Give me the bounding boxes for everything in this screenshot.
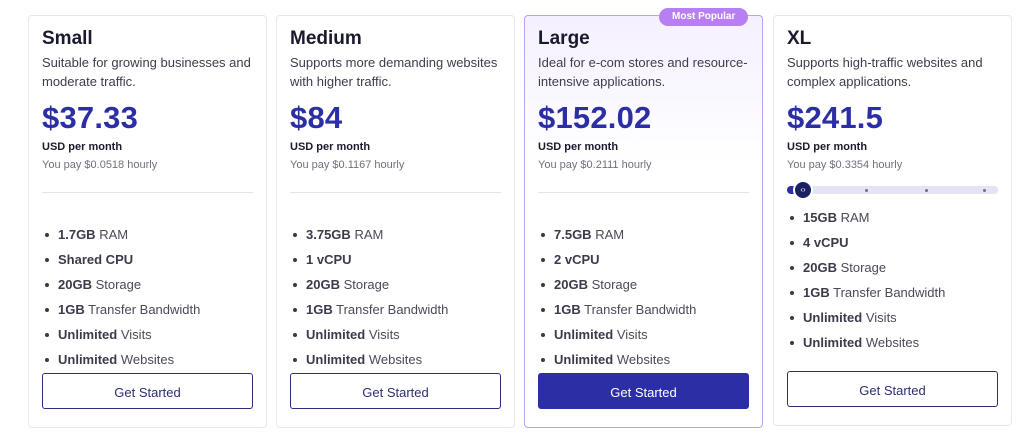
bullet-icon bbox=[45, 258, 49, 262]
bullet-icon bbox=[541, 233, 545, 237]
feature-cpu: Shared CPU bbox=[42, 247, 253, 272]
plan-card-medium: Medium Supports more demanding websites … bbox=[276, 15, 515, 428]
plan-description: Suitable for growing businesses and mode… bbox=[42, 55, 251, 89]
get-started-button-small[interactable]: Get Started bbox=[42, 373, 253, 409]
feature-cpu: 1 vCPU bbox=[290, 247, 501, 272]
feature-cpu: 2 vCPU bbox=[538, 247, 749, 272]
plan-title: Medium bbox=[290, 28, 362, 49]
feature-websites: Unlimited Websites bbox=[290, 347, 501, 372]
bullet-icon bbox=[293, 283, 297, 287]
plan-card-small: Small Suitable for growing businesses an… bbox=[28, 15, 267, 428]
bullet-icon bbox=[45, 233, 49, 237]
feature-ram: 15GB RAM bbox=[787, 205, 998, 230]
feature-websites: Unlimited Websites bbox=[42, 347, 253, 372]
bullet-icon bbox=[790, 316, 794, 320]
plan-price: $152.02 bbox=[538, 100, 652, 135]
plan-period: USD per month bbox=[42, 141, 123, 153]
plan-hourly-price: You pay $0.3354 hourly bbox=[787, 159, 903, 171]
plan-hourly-price: You pay $0.0518 hourly bbox=[42, 159, 158, 171]
bullet-icon bbox=[293, 233, 297, 237]
bullet-icon bbox=[541, 258, 545, 262]
plan-description: Supports high-traffic websites and compl… bbox=[787, 55, 983, 89]
plan-title: Small bbox=[42, 28, 93, 49]
feature-visits: Unlimited Visits bbox=[42, 322, 253, 347]
feature-ram: 7.5GB RAM bbox=[538, 222, 749, 247]
feature-list: 15GB RAM 4 vCPU 20GB Storage 1GB Transfe… bbox=[787, 205, 998, 355]
bullet-icon bbox=[541, 283, 545, 287]
plan-period: USD per month bbox=[290, 141, 371, 153]
plan-period: USD per month bbox=[538, 141, 619, 153]
feature-visits: Unlimited Visits bbox=[538, 322, 749, 347]
feature-websites: Unlimited Websites bbox=[787, 330, 998, 355]
feature-visits: Unlimited Visits bbox=[787, 305, 998, 330]
slider-stop[interactable] bbox=[983, 189, 986, 192]
feature-list: 3.75GB RAM 1 vCPU 20GB Storage 1GB Trans… bbox=[290, 222, 501, 372]
bullet-icon bbox=[293, 308, 297, 312]
feature-bandwidth: 1GB Transfer Bandwidth bbox=[42, 297, 253, 322]
bullet-icon bbox=[45, 308, 49, 312]
plan-price: $84 bbox=[290, 100, 343, 135]
slider-stop[interactable] bbox=[865, 189, 868, 192]
get-started-button-xl[interactable]: Get Started bbox=[787, 371, 998, 407]
bullet-icon bbox=[45, 283, 49, 287]
bullet-icon bbox=[541, 358, 545, 362]
feature-websites: Unlimited Websites bbox=[538, 347, 749, 372]
feature-list: 1.7GB RAM Shared CPU 20GB Storage 1GB Tr… bbox=[42, 222, 253, 372]
plan-card-large: Most Popular Large Ideal for e-com store… bbox=[524, 8, 763, 428]
feature-ram: 3.75GB RAM bbox=[290, 222, 501, 247]
plan-period: USD per month bbox=[787, 141, 868, 153]
feature-storage: 20GB Storage bbox=[538, 272, 749, 297]
plan-title: Large bbox=[538, 28, 590, 49]
bullet-icon bbox=[293, 258, 297, 262]
get-started-button-medium[interactable]: Get Started bbox=[290, 373, 501, 409]
feature-ram: 1.7GB RAM bbox=[42, 222, 253, 247]
bullet-icon bbox=[541, 308, 545, 312]
bullet-icon bbox=[790, 266, 794, 270]
bullet-icon bbox=[293, 333, 297, 337]
bullet-icon bbox=[790, 291, 794, 295]
bullet-icon bbox=[45, 333, 49, 337]
plan-hourly-price: You pay $0.1167 hourly bbox=[290, 159, 405, 171]
plan-title: XL bbox=[787, 28, 812, 49]
bullet-icon bbox=[790, 216, 794, 220]
feature-visits: Unlimited Visits bbox=[290, 322, 501, 347]
plan-size-slider[interactable]: ‹› bbox=[787, 182, 998, 198]
plan-description: Ideal for e-com stores and resource-inte… bbox=[538, 55, 748, 89]
bullet-icon bbox=[790, 241, 794, 245]
most-popular-badge: Most Popular bbox=[659, 8, 749, 26]
plan-price: $37.33 bbox=[42, 100, 139, 135]
plan-description: Supports more demanding websites with hi… bbox=[290, 55, 498, 89]
plan-hourly-price: You pay $0.2111 hourly bbox=[538, 159, 652, 171]
slider-handle-icon[interactable]: ‹› bbox=[795, 182, 811, 198]
slider-fill bbox=[787, 186, 801, 194]
plan-card-xl: XL Supports high-traffic websites and co… bbox=[773, 15, 1012, 426]
feature-storage: 20GB Storage bbox=[42, 272, 253, 297]
bullet-icon bbox=[293, 358, 297, 362]
feature-cpu: 4 vCPU bbox=[787, 230, 998, 255]
plan-price: $241.5 bbox=[787, 100, 884, 135]
get-started-button-large[interactable]: Get Started bbox=[538, 373, 749, 409]
divider bbox=[42, 192, 253, 193]
feature-storage: 20GB Storage bbox=[290, 272, 501, 297]
bullet-icon bbox=[541, 333, 545, 337]
feature-bandwidth: 1GB Transfer Bandwidth bbox=[538, 297, 749, 322]
slider-stop[interactable] bbox=[925, 189, 928, 192]
divider bbox=[290, 192, 501, 193]
feature-list: 7.5GB RAM 2 vCPU 20GB Storage 1GB Transf… bbox=[538, 222, 749, 372]
bullet-icon bbox=[45, 358, 49, 362]
divider bbox=[538, 192, 749, 193]
bullet-icon bbox=[790, 341, 794, 345]
feature-bandwidth: 1GB Transfer Bandwidth bbox=[787, 280, 998, 305]
feature-storage: 20GB Storage bbox=[787, 255, 998, 280]
feature-bandwidth: 1GB Transfer Bandwidth bbox=[290, 297, 501, 322]
